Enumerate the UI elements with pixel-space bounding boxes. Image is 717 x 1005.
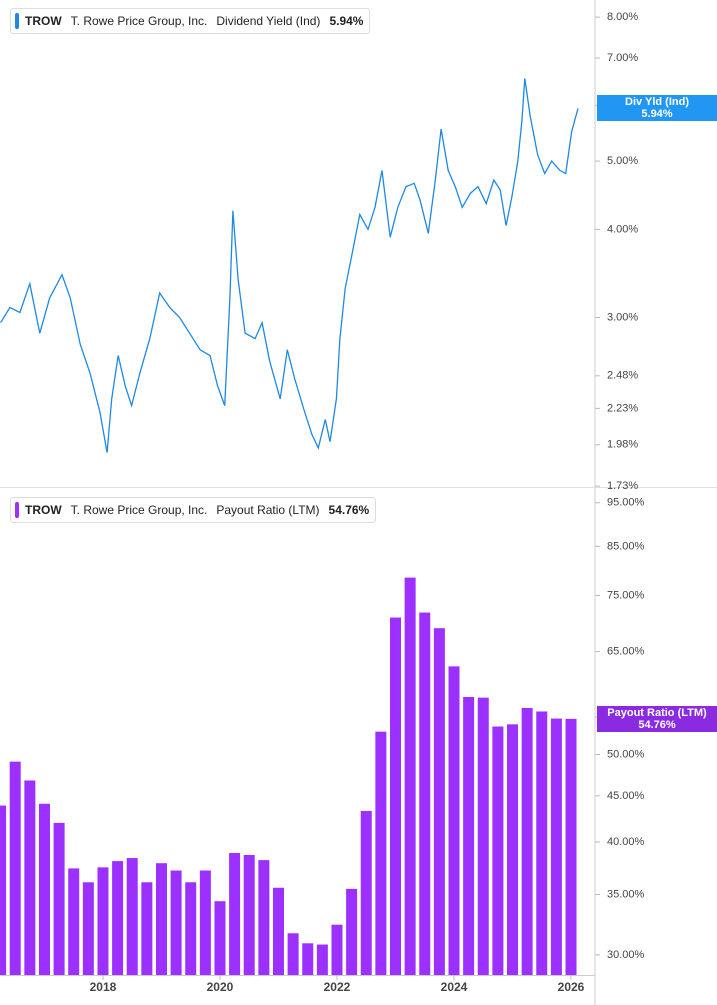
bar: [433, 628, 445, 975]
x-tick-label: 2020: [207, 980, 234, 994]
bar: [463, 696, 475, 975]
bar: [214, 901, 226, 975]
y-tick-label: 3.00%: [607, 311, 638, 323]
tag-value: 54.76%: [638, 718, 676, 731]
bar: [53, 822, 65, 975]
bar: [448, 666, 460, 975]
bar: [419, 612, 431, 975]
price-tag: Payout Ratio (LTM) 54.76%: [597, 705, 717, 732]
x-tick-label: 2018: [90, 980, 117, 994]
bar: [170, 870, 182, 975]
bar: [0, 805, 7, 975]
bar: [492, 726, 504, 975]
bar: [24, 780, 36, 975]
y-tick-label: 5.00%: [607, 155, 638, 167]
y-tick-label: 2.48%: [607, 370, 638, 382]
y-tick-label: 65.00%: [607, 646, 645, 658]
symbol: TROW: [25, 503, 62, 517]
y-tick-label: 7.00%: [607, 52, 638, 64]
bar: [302, 943, 314, 975]
legend-swatch: [15, 502, 19, 518]
y-tick-label: 85.00%: [607, 540, 645, 552]
bar: [9, 761, 21, 975]
y-tick-label: 8.00%: [607, 11, 638, 23]
bar: [272, 887, 284, 975]
legend: TROW T. Rowe Price Group, Inc. Dividend …: [10, 8, 371, 34]
line: [0, 78, 579, 453]
bar: [82, 882, 94, 975]
bar: [346, 888, 358, 975]
series-name: Payout Ratio (LTM): [216, 503, 320, 517]
y-tick-label: 4.00%: [607, 223, 638, 235]
bar: [404, 577, 416, 975]
bar: [389, 617, 401, 975]
bar: [331, 924, 343, 975]
bar: [565, 718, 577, 975]
y-tick-label: 1.98%: [607, 439, 638, 451]
bar: [199, 870, 211, 975]
plot-area: [0, 577, 577, 975]
price-tag: Div Yld (Ind) 5.94%: [597, 95, 717, 122]
symbol: TROW: [25, 14, 62, 28]
bar: [155, 863, 167, 975]
bar: [316, 944, 328, 975]
y-tick-label: 1.73%: [607, 480, 638, 492]
x-tick-label: 2024: [441, 980, 468, 994]
bar: [68, 868, 80, 975]
bar: [536, 711, 548, 975]
plot-area: [0, 78, 579, 453]
y-tick-label: 50.00%: [607, 748, 645, 760]
bar: [258, 860, 270, 975]
x-tick-label: 2026: [558, 980, 585, 994]
bar: [97, 867, 109, 975]
bar: [141, 882, 153, 975]
bar: [360, 810, 372, 975]
y-tick-label: 2.23%: [607, 402, 638, 414]
y-tick-label: 30.00%: [607, 949, 645, 961]
y-tick-label: 35.00%: [607, 888, 645, 900]
current-value: 54.76%: [328, 503, 370, 517]
tag-value: 5.94%: [641, 108, 673, 121]
bar: [126, 858, 138, 975]
x-tick-label: 2022: [324, 980, 351, 994]
bar: [375, 731, 387, 975]
tag-name: Payout Ratio (LTM): [607, 706, 707, 719]
y-tick-label: 40.00%: [607, 836, 645, 848]
bar: [521, 707, 533, 975]
y-tick-label: 45.00%: [607, 790, 645, 802]
bar: [38, 803, 50, 975]
bar: [229, 852, 241, 975]
bar: [287, 933, 299, 975]
bar: [243, 855, 255, 975]
company: T. Rowe Price Group, Inc.: [70, 14, 208, 28]
current-value: 5.94%: [329, 14, 364, 28]
bar: [112, 861, 124, 975]
company: T. Rowe Price Group, Inc.: [70, 503, 208, 517]
legend-swatch: [15, 13, 19, 29]
bar: [507, 724, 519, 975]
legend: TROW T. Rowe Price Group, Inc. Payout Ra…: [10, 497, 377, 523]
bar: [185, 882, 197, 975]
y-tick-label: 95.00%: [607, 497, 645, 509]
bar: [550, 718, 562, 975]
bar: [477, 697, 489, 975]
tag-name: Div Yld (Ind): [625, 96, 689, 109]
y-tick-label: 75.00%: [607, 589, 645, 601]
series-name: Dividend Yield (Ind): [216, 14, 321, 28]
